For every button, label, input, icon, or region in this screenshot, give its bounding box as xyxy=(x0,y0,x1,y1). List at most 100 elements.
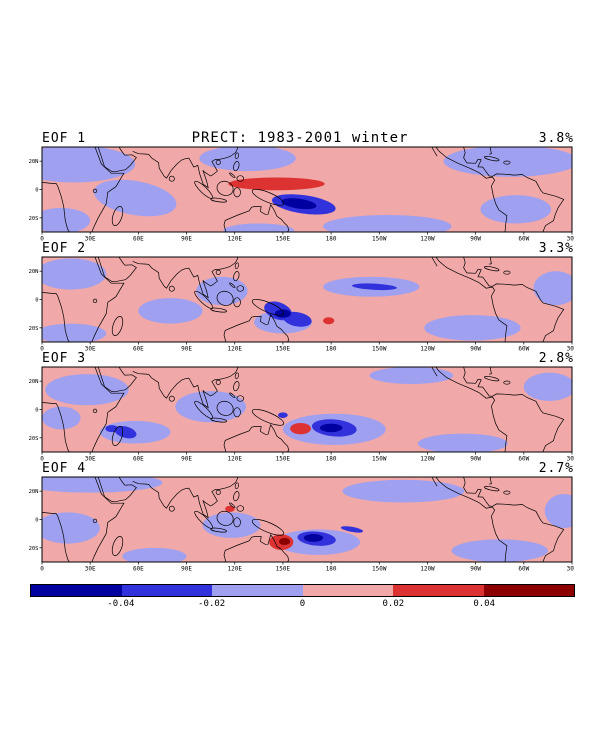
variance-percent: 2.7% xyxy=(538,461,574,476)
bg-blue-patch xyxy=(451,539,548,562)
panel-header: EOF 4 2.7% xyxy=(26,461,574,476)
panel-label: EOF 1 xyxy=(42,131,87,146)
lon-tick-label: 150E xyxy=(276,236,291,242)
anomaly-pos xyxy=(323,317,335,325)
anomaly-neg2 xyxy=(281,198,317,210)
bg-blue-patch xyxy=(42,147,136,183)
colorbar-segment xyxy=(212,585,303,596)
lon-tick-label: 180 xyxy=(326,346,337,352)
bg-blue-patch xyxy=(122,547,187,562)
lon-tick-label: 180 xyxy=(326,236,337,242)
bg-blue-patch xyxy=(138,298,203,324)
lat-tick-label: 20N xyxy=(29,379,39,385)
bg-blue-patch xyxy=(42,207,91,232)
anomaly-pos2 xyxy=(278,537,291,545)
axis-ticks: 0 30E 60E 90E 120E 150E 180 150W 120W 90W 60W 30W 20… xyxy=(29,489,574,571)
axis-ticks: 0 30E 60E 90E 120E 150E 180 150W 120W 90W 60W 30W 20… xyxy=(29,379,574,461)
lon-tick-label: 90E xyxy=(181,346,192,352)
lon-tick-label: 30W xyxy=(567,456,574,462)
eof-figure: EOF 1 PRECT: 1983-2001 winter 3.8% 0 30E 60E 9… xyxy=(26,130,607,609)
anomaly-field xyxy=(42,257,572,342)
lon-tick-label: 30E xyxy=(85,236,96,242)
bg-blue-patch xyxy=(417,433,508,452)
lon-tick-label: 150W xyxy=(372,236,387,242)
eof-map-1: 0 30E 60E 90E 120E 150E 180 150W 120W 90W 60W 30W 20… xyxy=(29,146,574,242)
colorbar-segments xyxy=(30,584,575,597)
coastlines xyxy=(42,477,565,562)
bg-blue-patch xyxy=(199,147,296,172)
lon-tick-label: 0 xyxy=(40,346,44,352)
lat-tick-label: 0 xyxy=(35,408,38,414)
anomaly-pos xyxy=(228,177,325,191)
lat-tick-label: 20S xyxy=(29,216,39,222)
eof-panel-2: EOF 2 3.3% 0 30E 60E 90E 120E 150E 180 150W 120W 90… xyxy=(26,241,607,351)
lon-tick-label: 90W xyxy=(470,566,481,572)
lon-tick-label: 120E xyxy=(228,236,243,242)
lon-tick-label: 60E xyxy=(133,566,144,572)
lon-tick-label: 150E xyxy=(276,456,291,462)
colorbar-segment xyxy=(31,585,122,596)
panel-label: EOF 4 xyxy=(42,461,87,476)
bg-blue-patch xyxy=(93,179,177,217)
colorbar-segment xyxy=(483,585,574,596)
lon-tick-label: 60W xyxy=(518,346,529,352)
lon-tick-label: 60W xyxy=(518,456,529,462)
lon-tick-label: 150E xyxy=(276,566,291,572)
lon-tick-label: 0 xyxy=(40,456,44,462)
eof-panel-4: EOF 4 2.7% 0 30E 60E 90E 120E 150E 180 150W 120W 90… xyxy=(26,461,607,571)
bg-blue-patch xyxy=(544,494,572,528)
panel-header: EOF 1 PRECT: 1983-2001 winter 3.8% xyxy=(26,130,574,146)
lat-tick-label: 0 xyxy=(35,298,38,304)
lon-tick-label: 90E xyxy=(181,236,192,242)
lon-tick-label: 90W xyxy=(470,236,481,242)
lon-tick-label: 30E xyxy=(85,456,96,462)
lat-tick-label: 20N xyxy=(29,489,39,495)
bg-blue-patch xyxy=(342,479,465,503)
colorbar-tick-label: 0.04 xyxy=(473,599,495,609)
lat-tick-label: 0 xyxy=(35,518,38,524)
anomaly-field xyxy=(42,477,572,562)
colorbar-tick-label: 0 xyxy=(299,599,306,609)
lon-tick-label: 0 xyxy=(40,236,44,242)
bg-blue-patch xyxy=(523,372,572,401)
eof-map-2: 0 30E 60E 90E 120E 150E 180 150W 120W 90W 60W 30W 20… xyxy=(29,256,574,352)
anomaly-neg2 xyxy=(303,533,324,542)
eof-panel-3: EOF 3 2.8% 0 30E 60E 90E 120E 150E 180 150W 120W 90… xyxy=(26,351,607,461)
eof-map-3: 0 30E 60E 90E 120E 150E 180 150W 120W 90W 60W 30W 20… xyxy=(29,366,574,461)
bg-blue-patch xyxy=(223,223,295,232)
lon-tick-label: 30W xyxy=(567,236,574,242)
lon-tick-label: 60E xyxy=(133,456,144,462)
lon-tick-label: 150W xyxy=(372,456,387,462)
colorbar-tick-label: -0.04 xyxy=(107,599,135,609)
anomaly-pos xyxy=(225,505,235,512)
lon-tick-label: 120W xyxy=(420,236,435,242)
bg-blue-patch xyxy=(42,477,163,493)
lon-tick-label: 150W xyxy=(372,566,387,572)
lon-tick-label: 120W xyxy=(420,566,435,572)
lon-tick-label: 60W xyxy=(518,566,529,572)
lon-tick-label: 150W xyxy=(372,346,387,352)
lat-tick-label: 0 xyxy=(35,188,38,194)
lon-tick-label: 30W xyxy=(567,566,574,572)
variance-percent: 3.8% xyxy=(538,131,574,146)
bg-blue-patch xyxy=(202,512,261,538)
anomaly-field xyxy=(42,147,572,232)
colorbar-tick-label: -0.02 xyxy=(198,599,226,609)
bg-blue-patch xyxy=(42,323,107,342)
coastlines xyxy=(42,367,565,452)
lat-tick-label: 20N xyxy=(29,159,39,165)
lon-tick-label: 60W xyxy=(518,236,529,242)
lat-tick-label: 20S xyxy=(29,546,39,552)
lon-tick-label: 0 xyxy=(40,566,44,572)
bg-blue-patch xyxy=(42,258,107,290)
lon-tick-label: 120E xyxy=(228,566,243,572)
bg-blue-patch xyxy=(175,391,246,423)
colorbar-tick-label: 0.02 xyxy=(382,599,405,609)
lon-tick-label: 120W xyxy=(420,456,435,462)
bg-blue-patch xyxy=(443,147,572,177)
anomaly-neg xyxy=(283,311,312,327)
bg-blue-patch xyxy=(323,215,452,232)
lon-tick-label: 90E xyxy=(181,566,192,572)
lon-tick-label: 150E xyxy=(276,346,291,352)
bg-blue-patch xyxy=(45,374,129,406)
